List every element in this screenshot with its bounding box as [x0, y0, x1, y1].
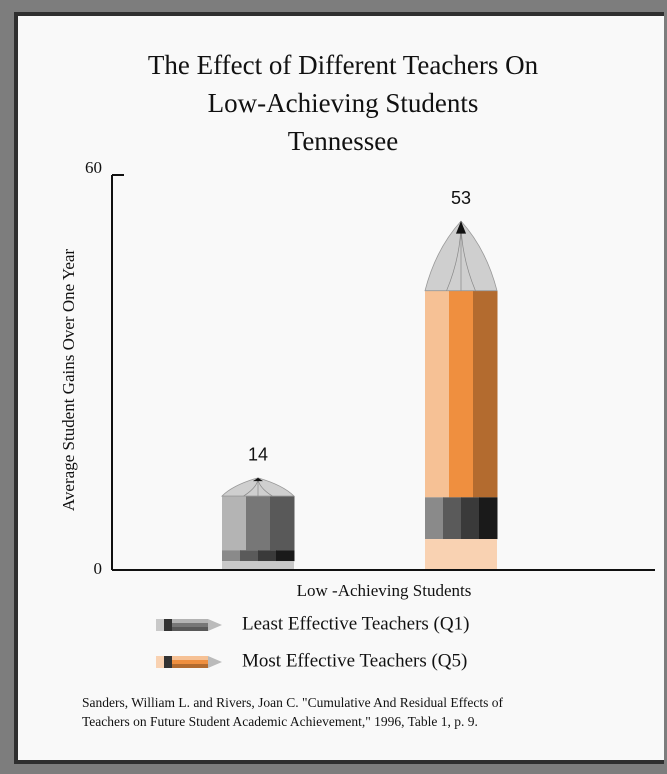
y-tick-label: 0 — [94, 559, 103, 578]
legend-ferrule — [164, 656, 172, 668]
legend-body — [172, 619, 208, 623]
pencil-tip — [455, 221, 467, 234]
pencil-body — [473, 290, 498, 498]
legend-tip — [208, 619, 222, 631]
chart-title: The Effect of Different Teachers On — [148, 50, 539, 80]
bar — [221, 477, 295, 569]
pencil-body — [246, 496, 271, 551]
legend-label: Least Effective Teachers (Q1) — [242, 613, 469, 634]
legend-eraser — [156, 619, 164, 631]
y-tick-label: 60 — [85, 158, 102, 177]
pencil-ferrule — [276, 550, 295, 562]
pencil-eraser — [222, 561, 294, 569]
pencil-ferrule — [479, 497, 498, 540]
pencil-ferrule — [461, 497, 480, 540]
legend-body — [172, 656, 208, 660]
legend-label: Most Effective Teachers (Q5) — [242, 650, 467, 671]
y-axis-label: Average Student Gains Over One Year — [59, 249, 78, 512]
x-axis-label: Low -Achieving Students — [297, 581, 472, 600]
source: Teachers on Future Student Academic Achi… — [82, 714, 478, 729]
value-label: 53 — [451, 188, 471, 208]
legend-ferrule — [164, 619, 172, 631]
bar — [424, 220, 498, 569]
pencil-body — [449, 290, 474, 498]
legend-icon — [156, 656, 222, 668]
title: The Effect of Different Teachers On Low-A… — [148, 50, 539, 156]
pencil-body — [270, 496, 295, 551]
pencil-tip — [252, 477, 264, 482]
legend-body — [172, 664, 208, 668]
legend-body — [172, 660, 208, 664]
pencil-eraser — [425, 539, 497, 569]
chart-title: Low-Achieving Students — [208, 88, 479, 118]
pencil-body — [425, 290, 450, 498]
source: Sanders, William L. and Rivers, Joan C. … — [82, 695, 504, 710]
background — [18, 16, 664, 760]
value-label: 14 — [248, 445, 268, 465]
pencil-ferrule — [222, 550, 241, 562]
legend-icon — [156, 619, 222, 631]
pencil-ferrule — [258, 550, 277, 562]
legend-eraser — [156, 656, 164, 668]
pencil-ferrule — [443, 497, 462, 540]
chart-title: Tennessee — [288, 126, 399, 156]
legend-body — [172, 623, 208, 627]
legend-body — [172, 627, 208, 631]
legend-tip — [208, 656, 222, 668]
pencil-body — [222, 496, 247, 551]
pencil-ferrule — [240, 550, 259, 562]
pencil-ferrule — [425, 497, 444, 540]
